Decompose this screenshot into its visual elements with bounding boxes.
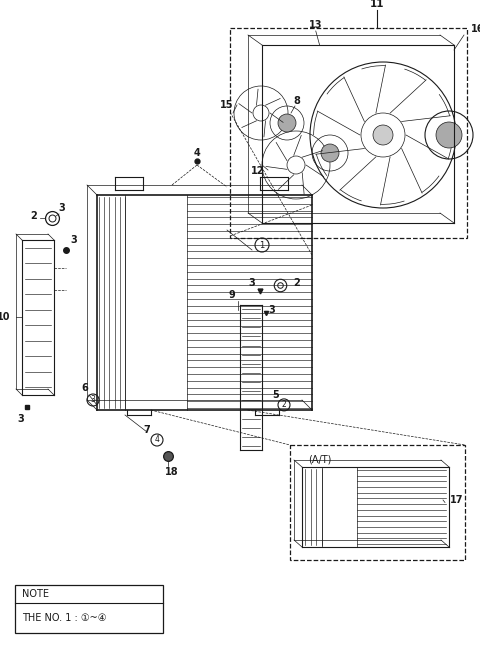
Text: 18: 18 — [165, 467, 179, 477]
Text: 1: 1 — [259, 241, 264, 249]
Text: (A/T): (A/T) — [308, 454, 331, 464]
Text: 3: 3 — [249, 278, 255, 288]
Bar — [290, 445, 465, 560]
Text: 11: 11 — [370, 0, 384, 9]
Text: 15: 15 — [220, 100, 234, 110]
Circle shape — [321, 144, 339, 162]
Text: 3: 3 — [59, 203, 65, 213]
Text: 7: 7 — [144, 425, 150, 435]
Text: 2: 2 — [282, 400, 287, 409]
Text: 3: 3 — [269, 305, 276, 315]
Circle shape — [373, 125, 393, 145]
Text: 12: 12 — [251, 166, 265, 176]
Text: 3: 3 — [91, 396, 96, 405]
Text: 8: 8 — [294, 96, 300, 106]
Text: NOTE: NOTE — [22, 589, 49, 599]
Text: 13: 13 — [309, 20, 323, 30]
Text: 3: 3 — [71, 235, 77, 245]
Text: 6: 6 — [82, 383, 88, 393]
Text: 4: 4 — [193, 148, 200, 158]
Text: THE NO. 1 : ①~④: THE NO. 1 : ①~④ — [22, 613, 107, 623]
Text: 17: 17 — [450, 495, 464, 505]
Text: 2: 2 — [31, 211, 37, 221]
Text: 10: 10 — [0, 312, 10, 322]
Text: 9: 9 — [228, 290, 235, 300]
Text: 3: 3 — [18, 414, 24, 424]
Bar — [15, 585, 163, 633]
Text: 4: 4 — [155, 436, 159, 445]
Text: 16: 16 — [471, 24, 480, 34]
Circle shape — [278, 114, 296, 132]
Circle shape — [436, 122, 462, 148]
Text: 2: 2 — [294, 278, 300, 288]
Text: 5: 5 — [273, 390, 279, 400]
Bar — [230, 28, 467, 238]
